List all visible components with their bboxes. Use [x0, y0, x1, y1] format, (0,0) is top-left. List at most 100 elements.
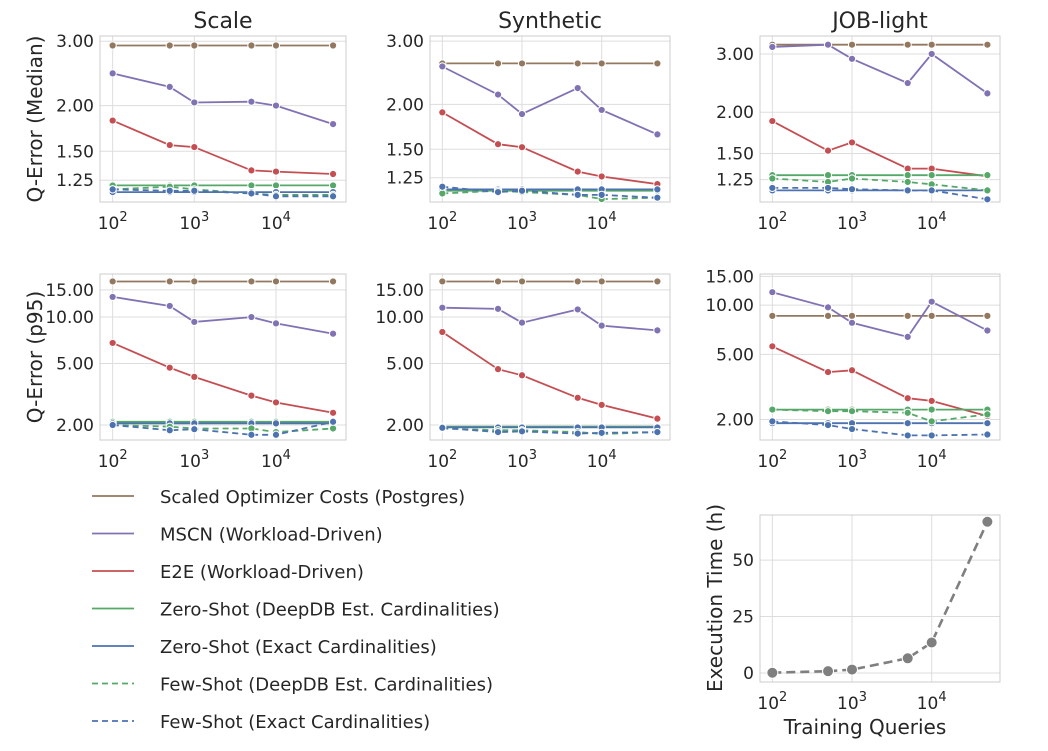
data-point	[271, 419, 281, 428]
data-point	[247, 430, 256, 439]
data-point	[847, 366, 857, 375]
data-point	[247, 181, 256, 190]
data-point	[653, 414, 662, 423]
data-point	[328, 277, 338, 286]
x-tick-label: 104	[917, 210, 947, 234]
x-tick-label: 102	[757, 448, 787, 472]
data-point	[847, 174, 857, 183]
data-point	[903, 186, 912, 195]
y-tick-label: 10.00	[375, 308, 424, 328]
data-point	[983, 186, 992, 195]
data-point	[983, 311, 992, 320]
data-point	[981, 515, 994, 528]
series-line	[771, 120, 988, 178]
y-tick-label: 1.25	[386, 169, 424, 189]
data-point	[517, 109, 527, 119]
data-point	[925, 636, 938, 649]
data-point	[271, 41, 281, 50]
series-line	[772, 521, 989, 674]
data-point	[597, 400, 606, 409]
data-point	[768, 116, 777, 126]
data-point	[190, 41, 199, 50]
data-point	[823, 311, 833, 320]
plot-frame	[429, 273, 671, 441]
y-tick-label: 3.00	[56, 32, 94, 52]
y-tick-label: 5.00	[386, 355, 424, 375]
series-line	[771, 345, 988, 417]
data-point	[438, 108, 447, 117]
y-tick-label: 15.00	[705, 267, 754, 287]
series-fs_exact	[108, 417, 338, 439]
data-point	[983, 195, 992, 204]
series-line	[112, 342, 334, 414]
data-point	[493, 365, 503, 374]
data-point	[823, 303, 833, 312]
data-point	[517, 59, 527, 68]
data-point	[573, 393, 582, 402]
series-line	[772, 43, 988, 95]
legend-label: Few-Shot (Exact Cardinalities)	[160, 712, 430, 733]
data-point	[846, 663, 859, 676]
panel-title: Synthetic	[498, 9, 602, 34]
data-point	[597, 277, 606, 286]
data-point	[847, 185, 857, 194]
series-zs_exact	[438, 185, 662, 194]
data-point	[597, 105, 606, 115]
data-point	[165, 140, 174, 150]
x-tick-label: 103	[179, 210, 209, 234]
data-point	[165, 426, 174, 435]
plot-frame	[429, 35, 671, 203]
chart-panel-3: 1.25 1.50 2.00 3.00 102 103 104 JOB-light	[716, 9, 1001, 234]
x-tick-label: 103	[507, 448, 537, 472]
data-point	[768, 405, 777, 414]
data-point	[597, 321, 606, 330]
data-point	[328, 41, 338, 50]
data-point	[573, 305, 582, 314]
data-point	[597, 172, 606, 181]
data-point	[438, 189, 447, 198]
data-point	[927, 405, 936, 414]
data-point	[597, 59, 606, 68]
plot-frame	[759, 514, 1001, 683]
series-zs_deepdb	[438, 186, 662, 195]
series-mscn	[108, 69, 338, 129]
data-point	[768, 288, 777, 297]
data-point	[165, 363, 174, 372]
series-zs_exact	[768, 186, 992, 195]
series-e2e	[438, 327, 662, 423]
legend: Scaled Optimizer Costs (Postgres) MSCN (W…	[92, 487, 500, 733]
legend-label: Zero-Shot (Exact Cardinalities)	[160, 637, 437, 658]
legend-item-mscn: MSCN (Workload-Driven)	[92, 525, 383, 546]
chart-panel-5: 2.00 5.00 10.00 15.00 102 103 104	[375, 273, 671, 472]
series-e2e	[768, 116, 992, 181]
data-point	[271, 181, 281, 190]
data-point	[493, 188, 503, 197]
data-point	[271, 319, 281, 328]
legend-item-fs_exact: Few-Shot (Exact Cardinalities)	[92, 712, 430, 733]
data-point	[927, 311, 936, 320]
data-point	[983, 430, 992, 439]
data-point	[823, 367, 833, 377]
data-point	[847, 54, 857, 63]
panel-title: Scale	[193, 9, 252, 34]
data-point	[493, 304, 503, 313]
series-postgres	[438, 59, 662, 68]
legend-item-e2e: E2E (Workload-Driven)	[92, 562, 364, 583]
data-point	[768, 42, 777, 52]
plot-frame	[99, 35, 347, 203]
data-point	[653, 185, 662, 194]
data-point	[927, 49, 936, 59]
data-point	[653, 130, 662, 139]
y-tick-label: 1.25	[56, 171, 94, 191]
x-tick-label: 103	[837, 210, 867, 234]
data-point	[271, 398, 281, 407]
data-point	[247, 166, 256, 175]
data-point	[823, 40, 833, 49]
data-point	[768, 342, 777, 351]
data-point	[493, 140, 503, 149]
data-point	[823, 171, 833, 180]
data-point	[271, 430, 281, 439]
data-point	[823, 420, 833, 430]
y-tick-label: 5.00	[716, 345, 754, 365]
